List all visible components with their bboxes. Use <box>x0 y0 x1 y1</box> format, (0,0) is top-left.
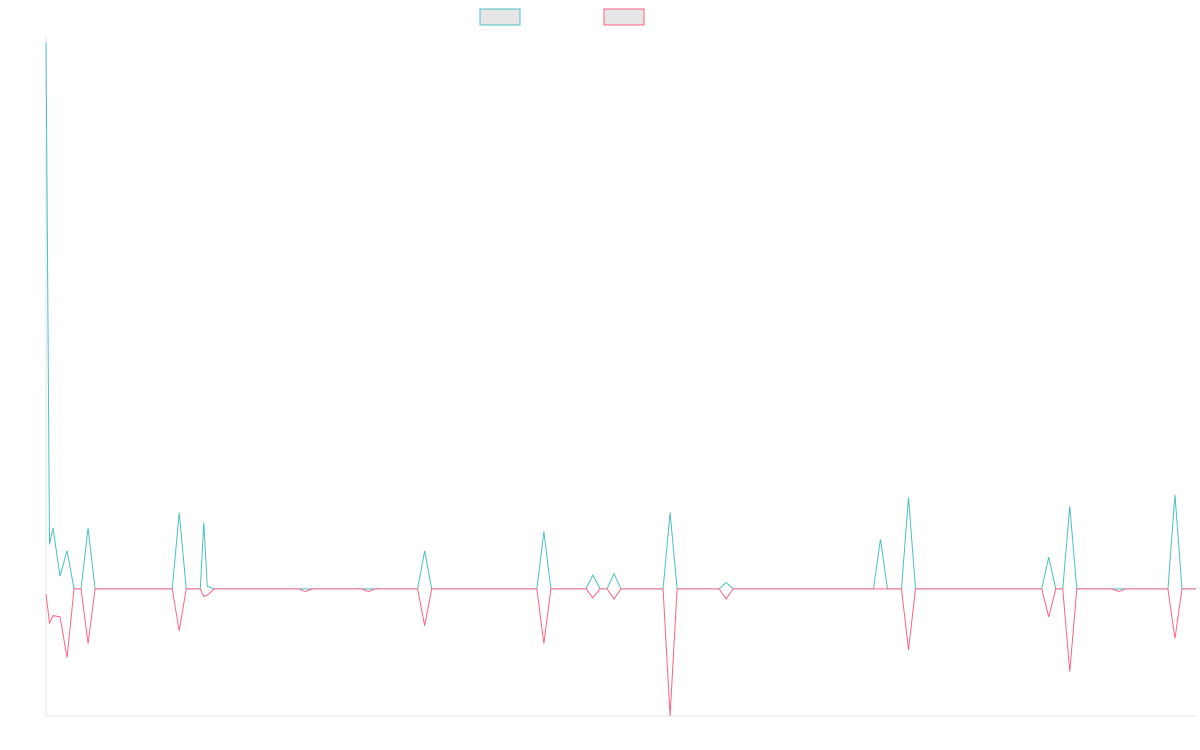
legend-swatch-2[interactable] <box>603 8 645 26</box>
series-layer <box>45 42 1196 717</box>
legend-swatch-1[interactable] <box>479 8 521 26</box>
series-line-1 <box>45 42 1196 590</box>
legend <box>479 8 645 26</box>
series-line-2 <box>45 588 1196 717</box>
